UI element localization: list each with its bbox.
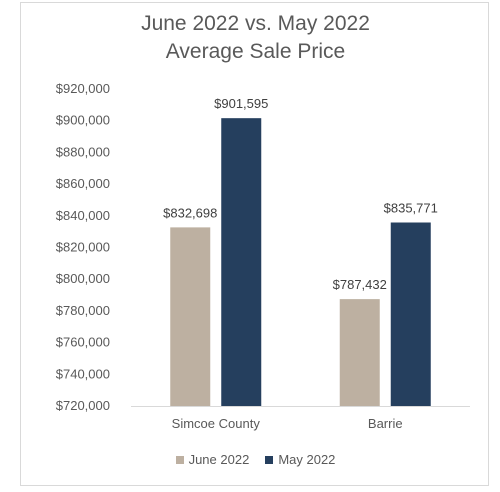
y-tick-label: $720,000	[56, 398, 110, 413]
y-tick-label: $780,000	[56, 303, 110, 318]
legend-item-june: June 2022	[175, 452, 250, 467]
y-tick-label: $920,000	[56, 81, 110, 96]
legend-item-may: May 2022	[265, 452, 335, 467]
x-category-label: Barrie	[368, 416, 403, 431]
bar-chart: $720,000 $740,000 $760,000 $780,000 $800,000…	[56, 81, 470, 431]
y-tick-label: $840,000	[56, 208, 110, 223]
data-label: $787,432	[333, 277, 387, 292]
legend-swatch-june	[175, 455, 184, 464]
y-tick-label: $880,000	[56, 144, 110, 159]
legend-label-june: June 2022	[188, 452, 250, 467]
bar-may-1	[390, 222, 431, 406]
y-tick-label: $800,000	[56, 271, 110, 286]
y-tick-label: $820,000	[56, 240, 110, 255]
chart-title-line1: June 2022 vs. May 2022	[141, 12, 370, 35]
y-tick-label: $740,000	[56, 366, 110, 381]
data-label: $832,698	[163, 205, 217, 220]
y-tick-label: $900,000	[56, 113, 110, 128]
chart-frame: June 2022 vs. May 2022 Average Sale Pric…	[20, 2, 489, 486]
data-label: $901,595	[214, 96, 268, 111]
legend-swatch-may	[265, 455, 274, 464]
y-tick-label: $760,000	[56, 335, 110, 350]
legend-label-may: May 2022	[278, 452, 336, 467]
chart-title-line2: Average Sale Price	[165, 40, 346, 63]
x-category-label: Simcoe County	[172, 416, 261, 431]
bar-june-0	[170, 227, 211, 406]
bar-may-0	[221, 118, 262, 406]
bar-june-1	[339, 299, 380, 406]
y-tick-label: $860,000	[56, 176, 110, 191]
data-label: $835,771	[384, 201, 438, 216]
chart-legend: June 2022 May 2022	[21, 452, 490, 467]
